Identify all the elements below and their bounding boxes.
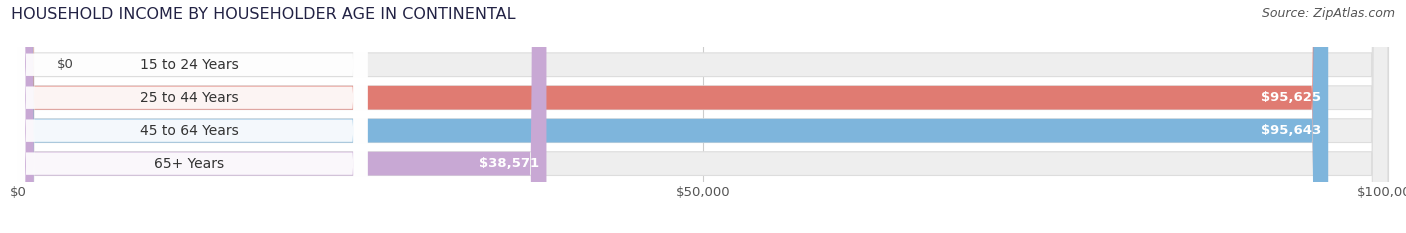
FancyBboxPatch shape — [18, 0, 1388, 233]
FancyBboxPatch shape — [18, 0, 547, 233]
FancyBboxPatch shape — [18, 0, 1329, 233]
FancyBboxPatch shape — [11, 0, 367, 233]
Text: 45 to 64 Years: 45 to 64 Years — [141, 124, 239, 138]
Text: $95,643: $95,643 — [1261, 124, 1322, 137]
FancyBboxPatch shape — [11, 0, 367, 233]
FancyBboxPatch shape — [18, 0, 1388, 233]
FancyBboxPatch shape — [18, 0, 1329, 233]
Text: Source: ZipAtlas.com: Source: ZipAtlas.com — [1261, 7, 1395, 20]
Text: HOUSEHOLD INCOME BY HOUSEHOLDER AGE IN CONTINENTAL: HOUSEHOLD INCOME BY HOUSEHOLDER AGE IN C… — [11, 7, 516, 22]
FancyBboxPatch shape — [18, 0, 1388, 233]
Text: $38,571: $38,571 — [479, 157, 540, 170]
Text: $0: $0 — [56, 58, 73, 71]
Text: 15 to 24 Years: 15 to 24 Years — [141, 58, 239, 72]
FancyBboxPatch shape — [11, 0, 367, 233]
Text: 25 to 44 Years: 25 to 44 Years — [141, 91, 239, 105]
Text: 65+ Years: 65+ Years — [155, 157, 225, 171]
FancyBboxPatch shape — [11, 0, 367, 233]
Text: $95,625: $95,625 — [1261, 91, 1322, 104]
FancyBboxPatch shape — [18, 0, 1388, 233]
